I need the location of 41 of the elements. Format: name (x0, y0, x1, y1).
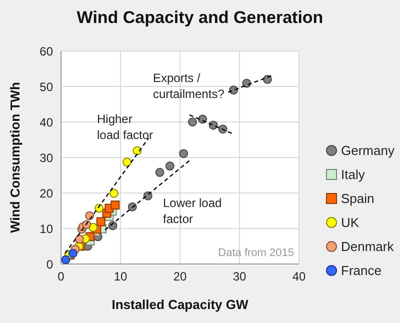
y-tick-label: 60 (40, 44, 54, 58)
point (74, 234, 84, 244)
point (108, 221, 118, 230)
y-tick-label: 50 (40, 80, 54, 94)
x-tick-label: 20 (173, 270, 187, 284)
annotation: Exports / curtailments? (153, 70, 224, 102)
legend-label: Denmark (341, 238, 394, 254)
point (85, 211, 94, 220)
y-tick-label: 30 (40, 150, 54, 165)
annotation: Lower load factor (163, 195, 222, 227)
legend-label: France (341, 262, 382, 278)
y-tick-label: 20 (40, 186, 54, 200)
point (165, 162, 174, 171)
annotation: Data from 2015 (217, 246, 294, 261)
point (122, 158, 132, 167)
y-tick-label: 0 (46, 257, 54, 272)
point (61, 255, 70, 264)
x-tick-label: 10 (114, 270, 128, 284)
legend-label: Germany (341, 142, 394, 158)
y-tick-label: 10 (40, 222, 54, 236)
legend-label: Italy (341, 166, 365, 182)
point (68, 248, 78, 258)
legend-label: UK (341, 214, 360, 230)
point (188, 118, 197, 126)
point (96, 217, 106, 226)
x-tick-label: 30 (232, 270, 246, 284)
annotation: Higher load factor (97, 111, 154, 143)
point (82, 220, 92, 230)
point (218, 124, 228, 134)
x-axis-title: Installed Capacity GW (112, 297, 249, 312)
y-axis-title: Wind Consumption TWh (8, 82, 23, 233)
point (179, 149, 188, 158)
point (109, 188, 118, 198)
chart-title: Wind Capacity and Generation (76, 8, 324, 28)
x-tick-label: 40 (292, 270, 306, 284)
y-tick-label: 40 (40, 115, 54, 130)
x-tick-label: 0 (58, 270, 65, 284)
point (155, 168, 164, 177)
legend-label: Spain (341, 190, 374, 206)
point (262, 74, 272, 84)
point (110, 200, 120, 210)
